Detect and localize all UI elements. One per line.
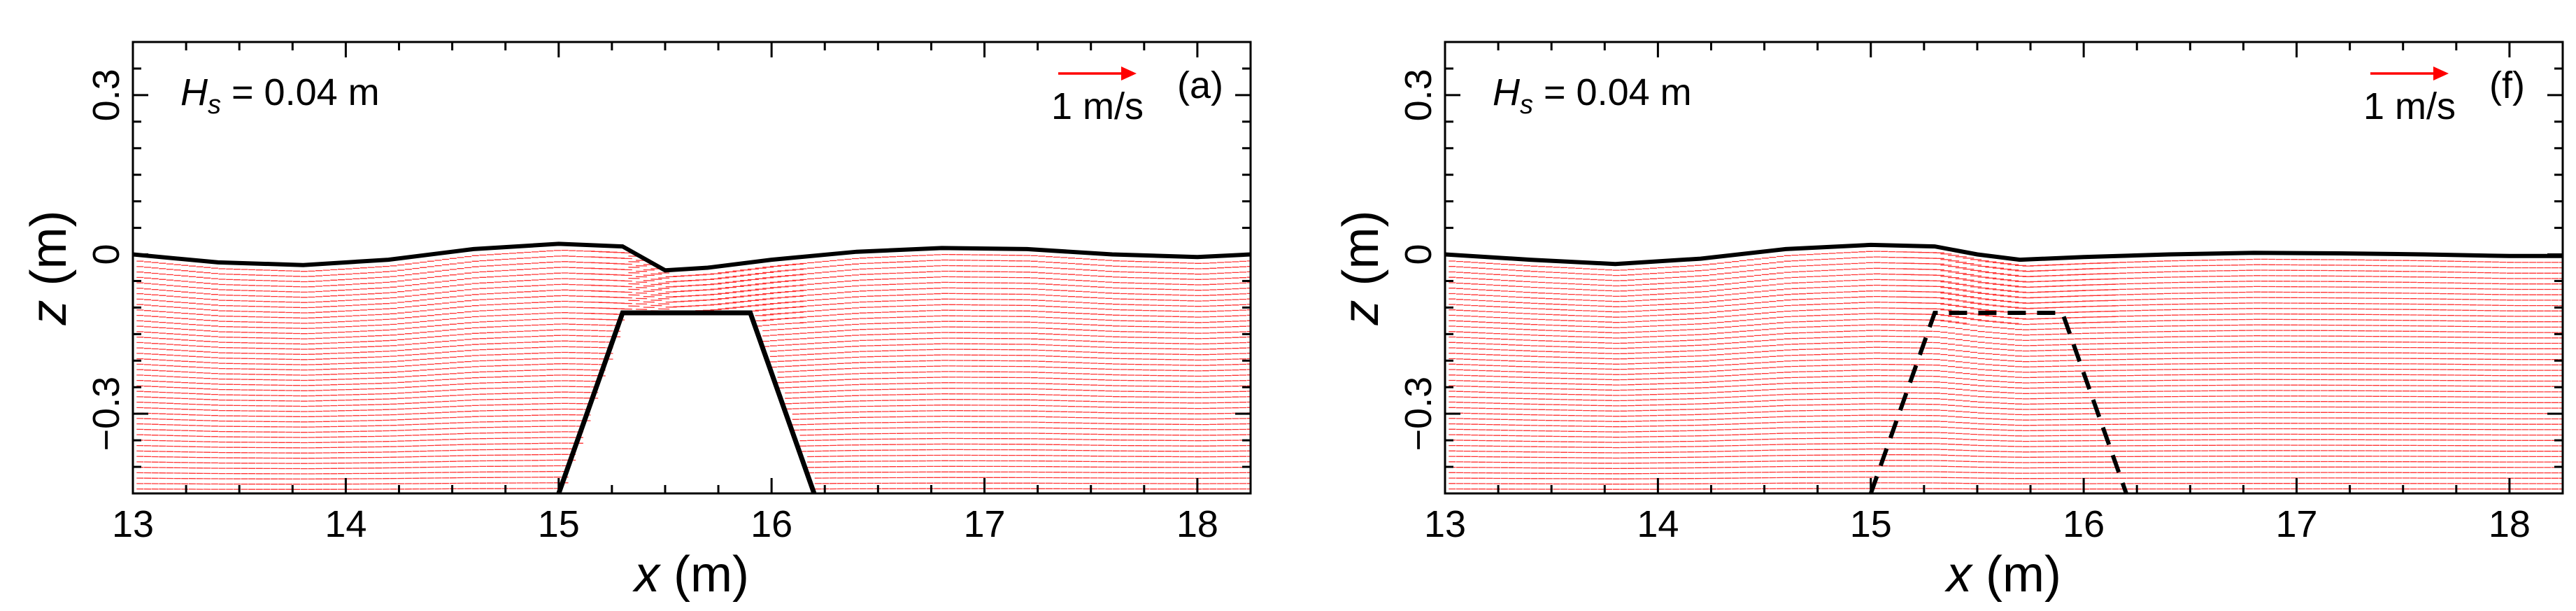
x-tick-label: 16 bbox=[2063, 503, 2105, 545]
annotation-subscript: s bbox=[1520, 90, 1533, 120]
y-tick-label: 0.3 bbox=[1397, 69, 1439, 121]
velocity-vector-field bbox=[1449, 251, 2563, 490]
chart-panel-f: 13 14 15 16 17 18−0.300.3x (m)z (m)Hs = 0.04 … bbox=[1333, 41, 2564, 603]
y-axis-unit: (m) bbox=[21, 211, 77, 300]
reference-vector-label: 1 m/s bbox=[1051, 85, 1144, 127]
wave-height-annotation: Hs = 0.04 m bbox=[180, 71, 380, 120]
y-axis-ticks bbox=[1445, 41, 2563, 495]
free-surface-line bbox=[133, 241, 1251, 273]
x-tick-label: 17 bbox=[963, 503, 1005, 545]
x-axis-title: x (m) bbox=[632, 547, 749, 603]
reference-vector-arrowhead bbox=[2433, 66, 2449, 80]
chart-panel-a: 13 14 15 16 17 18−0.300.3x (m)z (m)Hs = 0.04 … bbox=[21, 41, 1252, 603]
panel-label: (a) bbox=[1177, 64, 1223, 106]
x-tick-label: 18 bbox=[1176, 503, 1218, 545]
y-tick-label: −0.3 bbox=[1397, 377, 1439, 451]
y-tick-label: 0 bbox=[1397, 244, 1439, 265]
y-tick-label: −0.3 bbox=[85, 377, 127, 451]
x-tick-label: 15 bbox=[1850, 503, 1892, 545]
annotation-symbol: H bbox=[1493, 71, 1521, 113]
y-axis-title: z (m) bbox=[1333, 211, 1389, 326]
x-tick-label: 13 bbox=[1424, 503, 1466, 545]
annotation-subscript: s bbox=[208, 90, 221, 120]
x-tick-label: 13 bbox=[112, 503, 154, 545]
free-surface-line bbox=[1445, 242, 2563, 267]
y-axis-var: z bbox=[1333, 300, 1389, 325]
y-tick-label: 0 bbox=[85, 244, 127, 265]
x-axis-title: x (m) bbox=[1944, 547, 2061, 603]
x-axis-var: x bbox=[632, 547, 662, 603]
annotation-text: = 0.04 m bbox=[221, 71, 380, 113]
x-axis-var: x bbox=[1944, 547, 1974, 603]
y-tick-label: 0.3 bbox=[85, 69, 127, 121]
wave-height-annotation: Hs = 0.04 m bbox=[1493, 71, 1692, 120]
velocity-vectors bbox=[136, 249, 1251, 490]
x-tick-label: 17 bbox=[2275, 503, 2317, 545]
x-axis-unit: (m) bbox=[660, 547, 749, 603]
reference-vector-arrowhead bbox=[1121, 66, 1137, 80]
x-axis-unit: (m) bbox=[1972, 547, 2061, 603]
x-tick-label: 18 bbox=[2489, 503, 2531, 545]
y-axis-ticks bbox=[133, 41, 1251, 495]
x-tick-label: 15 bbox=[538, 503, 580, 545]
plot-frame bbox=[1444, 41, 2564, 495]
velocity-vector-field bbox=[136, 249, 1251, 490]
annotation-text: = 0.04 m bbox=[1533, 71, 1692, 113]
x-axis-ticks bbox=[131, 42, 1252, 493]
velocity-vectors bbox=[1449, 251, 2563, 490]
y-axis-unit: (m) bbox=[1333, 211, 1389, 300]
plot-frame bbox=[131, 41, 1252, 495]
submerged-breakwater-outline bbox=[556, 310, 817, 493]
y-axis-title: z (m) bbox=[21, 211, 77, 326]
annotation-symbol: H bbox=[180, 71, 208, 113]
x-tick-label: 14 bbox=[325, 503, 367, 545]
breakwater-outline-dashed bbox=[1868, 311, 2128, 493]
reference-vector-label: 1 m/s bbox=[2363, 85, 2456, 127]
x-axis-ticks bbox=[1444, 42, 2564, 493]
x-tick-label: 16 bbox=[750, 503, 792, 545]
x-tick-label: 14 bbox=[1637, 503, 1679, 545]
panel-label: (f) bbox=[2489, 64, 2525, 106]
y-axis-var: z bbox=[21, 300, 77, 325]
